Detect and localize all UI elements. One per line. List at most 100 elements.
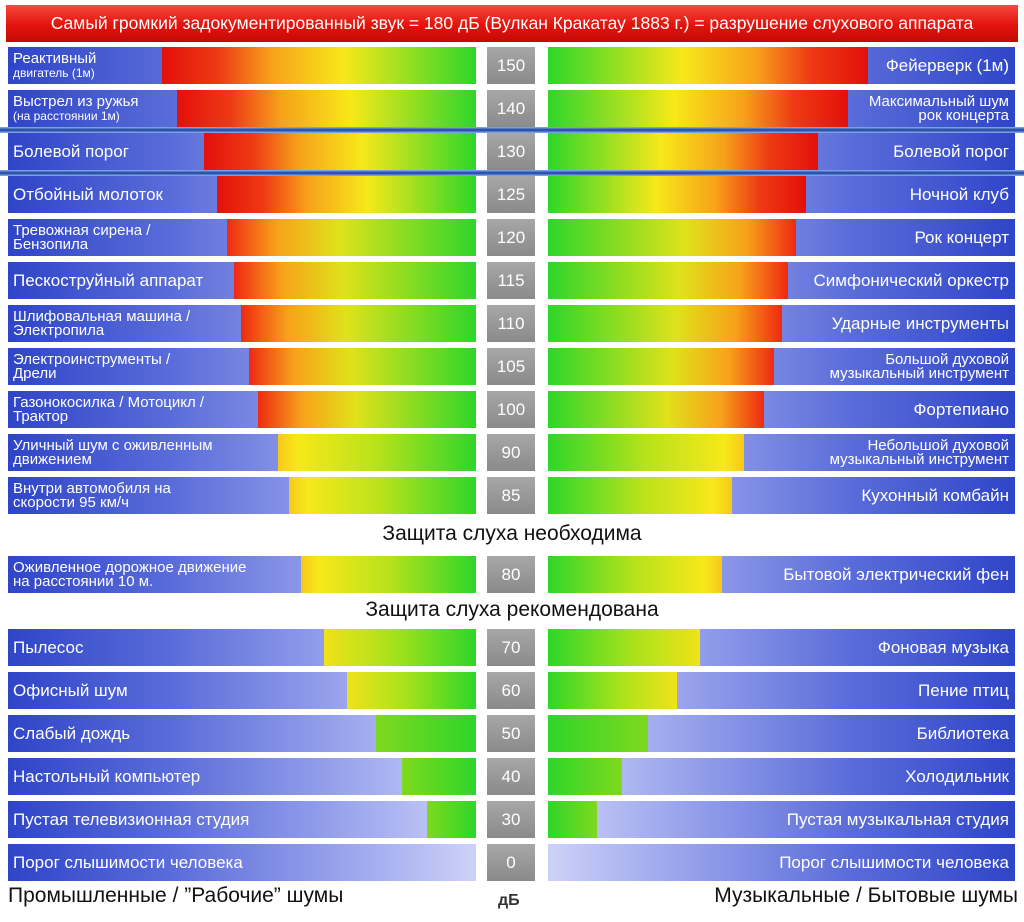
industrial-bar: Внутри автомобиля на скорости 95 км/ч (8, 477, 476, 514)
label-line: Ночной клуб (909, 184, 1009, 204)
label-line: Пустая музыкальная студия (786, 809, 1009, 829)
decibel-value: 150 (487, 47, 535, 84)
music-bar: Ударные инструменты (548, 305, 1015, 342)
loudness-fill (548, 672, 677, 709)
label-line: Симфонический оркестр (813, 270, 1009, 290)
loudness-fill (548, 348, 774, 385)
label-line: Слабый дождь (13, 723, 131, 743)
label-line: Бытовой электрический фен (783, 564, 1009, 584)
industrial-noise-label: Настольный компьютер (13, 758, 200, 795)
chart-header-banner: Самый громкий задокументированный звук =… (6, 5, 1018, 42)
music-noise-label: Рок концерт (914, 219, 1009, 256)
pain-threshold-line (0, 170, 1024, 176)
industrial-noise-label: Болевой порог (13, 133, 129, 170)
music-noise-label: Болевой порог (893, 133, 1009, 170)
bar-background (8, 801, 476, 838)
industrial-bar: Реактивный двигатель (1м) (8, 47, 476, 84)
label-line: Настольный компьютер (13, 766, 201, 786)
label-line: музыкальный инструмент (829, 364, 1009, 382)
loudness-fill (548, 477, 732, 514)
label-line: (на расстоянии 1м) (13, 108, 120, 123)
industrial-noise-label: Пескоструйный аппарат (13, 262, 203, 299)
decibel-value: 100 (487, 391, 535, 428)
label-line: Фейерверк (1м) (885, 55, 1009, 75)
loudness-fill (301, 556, 476, 593)
music-bar: Фортепиано (548, 391, 1015, 428)
label-line: Пустая телевизионная студия (13, 809, 250, 829)
label-line: Фоновая музыка (877, 637, 1009, 657)
label-line: движением (13, 450, 92, 468)
label-line: Холодильник (905, 766, 1009, 786)
music-noise-label: Бытовой электрический фен (783, 556, 1009, 593)
loudness-fill (548, 758, 622, 795)
label-line: Трактор (13, 407, 69, 425)
music-bar: Большой духовой музыкальный инструмент (548, 348, 1015, 385)
industrial-bar: Тревожная сирена / Бензопила (8, 219, 476, 256)
label-line: Рок концерт (914, 227, 1009, 247)
loudness-fill (204, 133, 476, 170)
loudness-fill (548, 391, 764, 428)
music-noise-label: Фоновая музыка (878, 629, 1009, 666)
label-line: Шлифовальная машина / (13, 307, 191, 325)
axis-unit-label: дБ (498, 892, 520, 909)
music-noise-label: Симфонический оркестр (814, 262, 1009, 299)
industrial-noise-label: Оживленное дорожное движение на расстояни… (13, 556, 246, 593)
industrial-bar: Оживленное дорожное движение на расстояни… (8, 556, 476, 593)
loudness-fill (548, 176, 806, 213)
loudness-fill (548, 90, 848, 127)
label-line: Большой духовой (885, 350, 1009, 368)
music-noise-label: Холодильник (905, 758, 1009, 795)
label-line: Пескоструйный аппарат (13, 270, 204, 290)
music-noise-label: Большой духовой музыкальный инструмент (830, 348, 1009, 385)
music-noise-label: Библиотека (917, 715, 1009, 752)
legend-right-music-household: Музыкальные / Бытовые шумы (714, 884, 1018, 907)
decibel-value: 130 (487, 133, 535, 170)
music-bar: Фоновая музыка (548, 629, 1015, 666)
loudness-fill (324, 629, 476, 666)
music-bar: Пение птиц (548, 672, 1015, 709)
label-line: Максимальный шум (868, 92, 1009, 110)
decibel-value: 70 (487, 629, 535, 666)
label-line: Кухонный комбайн (861, 485, 1009, 505)
industrial-bar: Выстрел из ружья (на расстоянии 1м) (8, 90, 476, 127)
music-noise-label: Ударные инструменты (832, 305, 1009, 342)
decibel-value: 80 (487, 556, 535, 593)
loudness-fill (427, 801, 476, 838)
loudness-fill (289, 477, 476, 514)
label-line: Офисный шум (13, 680, 128, 700)
music-bar: Бытовой электрический фен (548, 556, 1015, 593)
music-noise-label: Пустая музыкальная студия (787, 801, 1009, 838)
label-line: двигатель (1м) (13, 65, 95, 80)
label-line: Фортепиано (913, 399, 1009, 419)
decibel-value: 50 (487, 715, 535, 752)
decibel-value: 60 (487, 672, 535, 709)
label-line: Дрели (13, 364, 57, 382)
label-line: Ударные инструменты (831, 313, 1009, 333)
music-noise-label: Ночной клуб (910, 176, 1009, 213)
loudness-fill (227, 219, 476, 256)
label-line: Болевой порог (13, 141, 129, 161)
decibel-value: 125 (487, 176, 535, 213)
music-noise-label: Фортепиано (913, 391, 1009, 428)
loudness-fill (548, 219, 796, 256)
music-noise-label: Порог слышимости человека (779, 844, 1009, 881)
industrial-noise-label: Слабый дождь (13, 715, 130, 752)
decibel-value: 120 (487, 219, 535, 256)
industrial-noise-label: Порог слышимости человека (13, 844, 243, 881)
industrial-bar: Болевой порог (8, 133, 476, 170)
loudness-fill (548, 133, 818, 170)
music-bar: Рок концерт (548, 219, 1015, 256)
loudness-fill (548, 434, 744, 471)
label-line: музыкальный инструмент (829, 450, 1009, 468)
music-bar: Болевой порог (548, 133, 1015, 170)
loudness-fill (548, 47, 868, 84)
decibel-value: 105 (487, 348, 535, 385)
industrial-noise-label: Электроинструменты / Дрели (13, 348, 170, 385)
music-noise-label: Фейерверк (1м) (886, 47, 1009, 84)
industrial-bar: Отбойный молоток (8, 176, 476, 213)
industrial-bar: Порог слышимости человека (8, 844, 476, 881)
bar-background (548, 801, 1015, 838)
legend-left-industrial: Промышленные / ”Рабочие” шумы (8, 884, 344, 907)
industrial-bar: Шлифовальная машина / Электропила (8, 305, 476, 342)
loudness-fill (217, 176, 476, 213)
